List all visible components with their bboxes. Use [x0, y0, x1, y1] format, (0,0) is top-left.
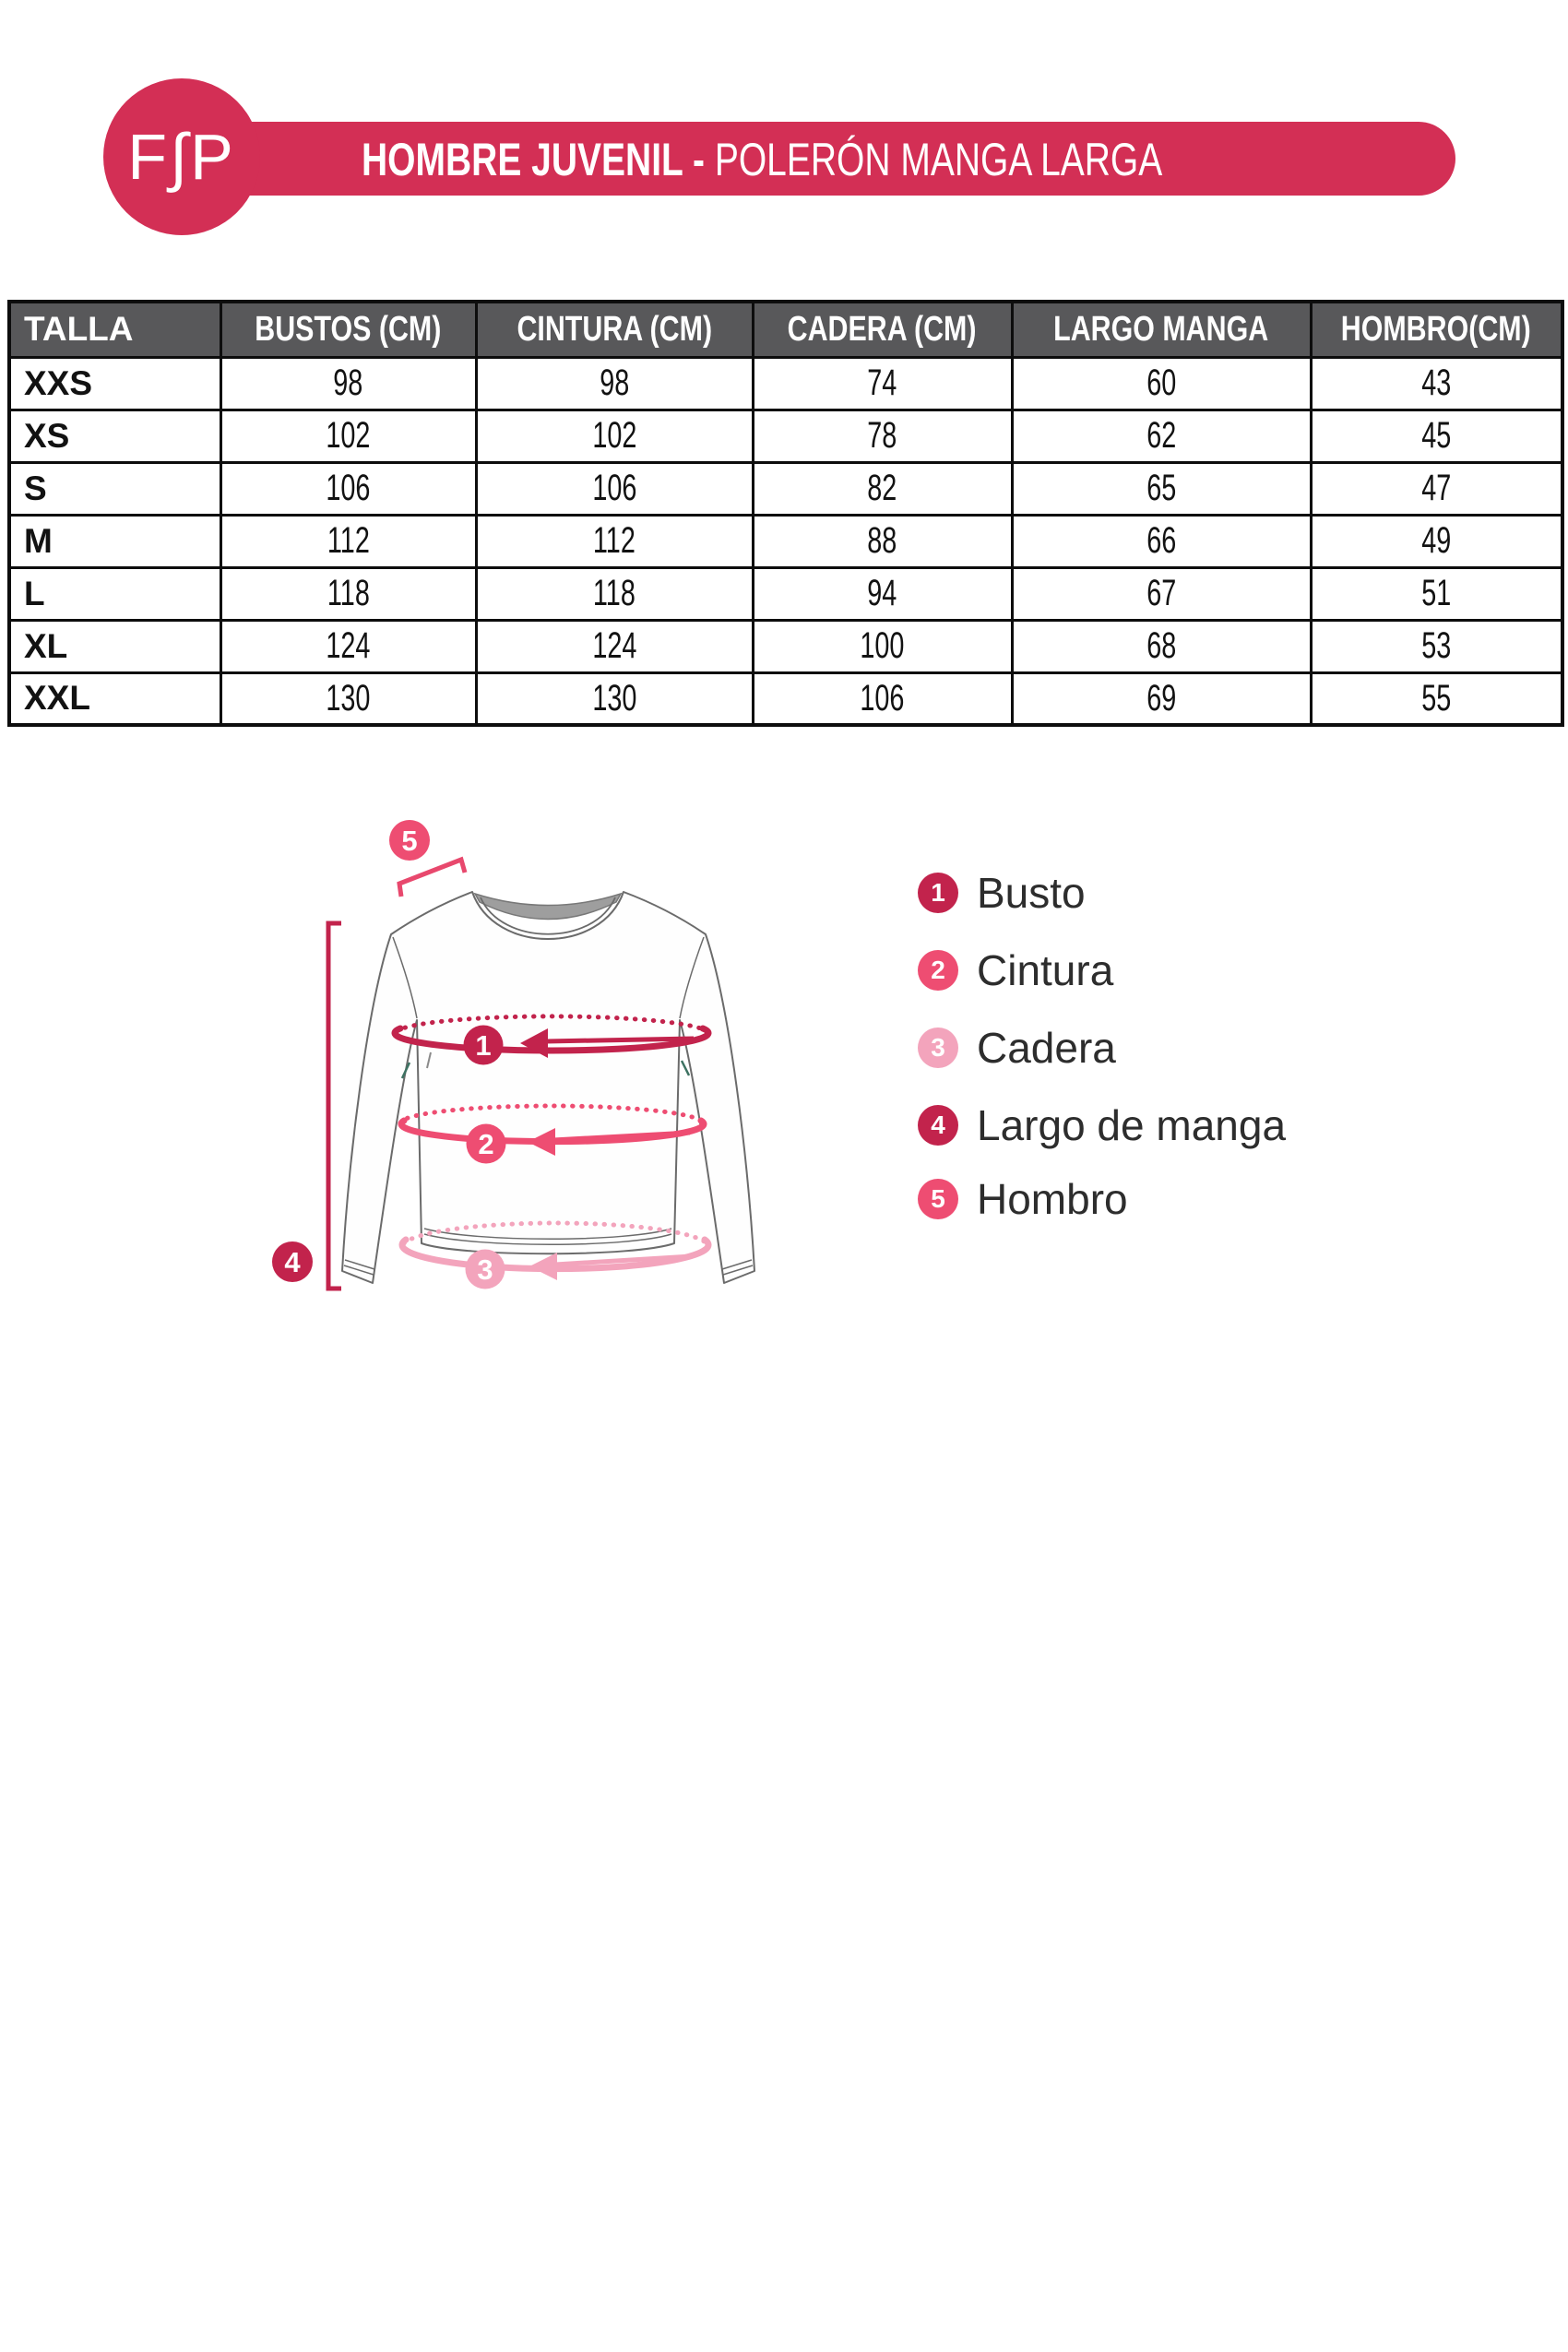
legend-label: Hombro	[977, 1175, 1128, 1223]
cell-cadera: 100	[751, 618, 1014, 674]
legend-label: Largo de manga	[977, 1101, 1287, 1149]
legend-item-cadera: 3 Cadera	[918, 1024, 1116, 1072]
column-header-talla: TALLA	[7, 300, 222, 359]
size-row-m: M 112 112 88 66 49	[7, 513, 1564, 569]
cell-cintura: 102	[474, 408, 754, 464]
cell-cintura: 118	[474, 565, 754, 622]
column-header-cadera: CADERA (CM)	[751, 300, 1014, 359]
waist-measure-arrow	[398, 1103, 707, 1156]
marker-2-waist: 2	[466, 1123, 506, 1164]
legend-label: Cintura	[977, 946, 1114, 994]
svg-text:3: 3	[477, 1253, 493, 1286]
cell-hombro: 43	[1309, 355, 1564, 411]
size-row-xs: XS 102 102 78 62 45	[7, 408, 1564, 464]
cell-cintura: 112	[474, 513, 754, 569]
cell-hombro: 55	[1309, 671, 1564, 727]
marker-5-shoulder: 5	[389, 820, 430, 861]
legend-item-hombro: 5 Hombro	[918, 1175, 1128, 1223]
cell-largo-manga: 68	[1010, 618, 1313, 674]
legend-label: Busto	[977, 869, 1086, 917]
cell-cintura: 124	[474, 618, 754, 674]
legend-item-cintura: 2 Cintura	[918, 946, 1113, 994]
svg-text:2: 2	[478, 1128, 493, 1160]
cell-cadera: 88	[751, 513, 1014, 569]
bust-measure-arrow	[391, 1014, 712, 1058]
cell-largo-manga: 66	[1010, 513, 1313, 569]
cell-busto: 98	[219, 355, 478, 411]
brand-logo: F∫P	[103, 78, 260, 235]
cell-cadera: 94	[751, 565, 1014, 622]
legend-item-largo-de-manga: 4 Largo de manga	[918, 1101, 1286, 1149]
size-row-s: S 106 106 82 65 47	[7, 460, 1564, 517]
shoulder-measure-bracket	[397, 856, 468, 897]
table-header-row: TALLA BUSTOS (CM) CINTURA (CM) CADERA (C…	[7, 300, 1564, 359]
legend-badge-1: 1	[918, 873, 958, 913]
marker-3-hip: 3	[465, 1249, 505, 1289]
garment-measure-diagram: 1 2 3 4 5	[272, 820, 755, 1291]
size-label: XXS	[7, 355, 222, 411]
legend-badge-2: 2	[918, 950, 958, 991]
marker-1-bust: 1	[463, 1025, 504, 1065]
cell-cintura: 130	[474, 671, 754, 727]
size-label: XL	[7, 618, 222, 674]
cell-cadera: 78	[751, 408, 1014, 464]
cell-largo-manga: 67	[1010, 565, 1313, 622]
cell-largo-manga: 62	[1010, 408, 1313, 464]
svg-text:5: 5	[401, 825, 417, 857]
cell-hombro: 49	[1309, 513, 1564, 569]
legend-badge-4: 4	[918, 1105, 958, 1146]
cell-busto: 130	[219, 671, 478, 727]
header-bar	[180, 122, 1455, 196]
column-header-hombro: HOMBRO(CM)	[1309, 300, 1564, 359]
size-row-xxs: XXS 98 98 74 60 43	[7, 355, 1564, 411]
column-header-largo-manga: LARGO MANGA	[1010, 300, 1313, 359]
cell-largo-manga: 69	[1010, 671, 1313, 727]
cell-cintura: 98	[474, 355, 754, 411]
cell-busto: 102	[219, 408, 478, 464]
page-title-category: HOMBRE JUVENIL -	[362, 134, 705, 185]
sleeve-length-bracket	[326, 921, 341, 1291]
cell-busto: 118	[219, 565, 478, 622]
size-row-l: L 118 118 94 67 51	[7, 565, 1564, 622]
cell-cadera: 82	[751, 460, 1014, 517]
size-label: M	[7, 513, 222, 569]
page-title: HOMBRE JUVENIL - POLERÓN MANGA LARGA	[362, 122, 1162, 196]
cell-largo-manga: 65	[1010, 460, 1313, 517]
cell-hombro: 51	[1309, 565, 1564, 622]
cell-hombro: 53	[1309, 618, 1564, 674]
size-label: S	[7, 460, 222, 517]
legend-item-busto: 1 Busto	[918, 869, 1086, 917]
cell-busto: 112	[219, 513, 478, 569]
cell-cadera: 74	[751, 355, 1014, 411]
cell-cadera: 106	[751, 671, 1014, 727]
size-label: XS	[7, 408, 222, 464]
cell-busto: 106	[219, 460, 478, 517]
size-row-xl: XL 124 124 100 68 53	[7, 618, 1564, 674]
svg-text:1: 1	[475, 1029, 491, 1062]
page-title-product: POLERÓN MANGA LARGA	[704, 134, 1163, 185]
svg-text:4: 4	[284, 1246, 301, 1278]
cell-largo-manga: 60	[1010, 355, 1313, 411]
collar-band	[473, 892, 623, 921]
seam-mark-right	[680, 1060, 691, 1076]
size-label: XXL	[7, 671, 222, 727]
column-header-cintura: CINTURA (CM)	[474, 300, 754, 359]
brand-logo-text: F∫P	[127, 121, 236, 193]
size-label: L	[7, 565, 222, 622]
column-header-bustos: BUSTOS (CM)	[219, 300, 478, 359]
seam-mark-left	[400, 1062, 411, 1079]
cell-busto: 124	[219, 618, 478, 674]
marker-4-sleeve: 4	[272, 1241, 313, 1282]
hip-measure-arrow	[398, 1220, 712, 1280]
legend-label: Cadera	[977, 1024, 1116, 1072]
legend-badge-5: 5	[918, 1179, 958, 1219]
cell-hombro: 47	[1309, 460, 1564, 517]
size-row-xxl: XXL 130 130 106 69 55	[7, 671, 1564, 727]
size-chart-table: TALLA BUSTOS (CM) CINTURA (CM) CADERA (C…	[7, 300, 1564, 727]
legend-badge-3: 3	[918, 1028, 958, 1068]
cell-hombro: 45	[1309, 408, 1564, 464]
cell-cintura: 106	[474, 460, 754, 517]
